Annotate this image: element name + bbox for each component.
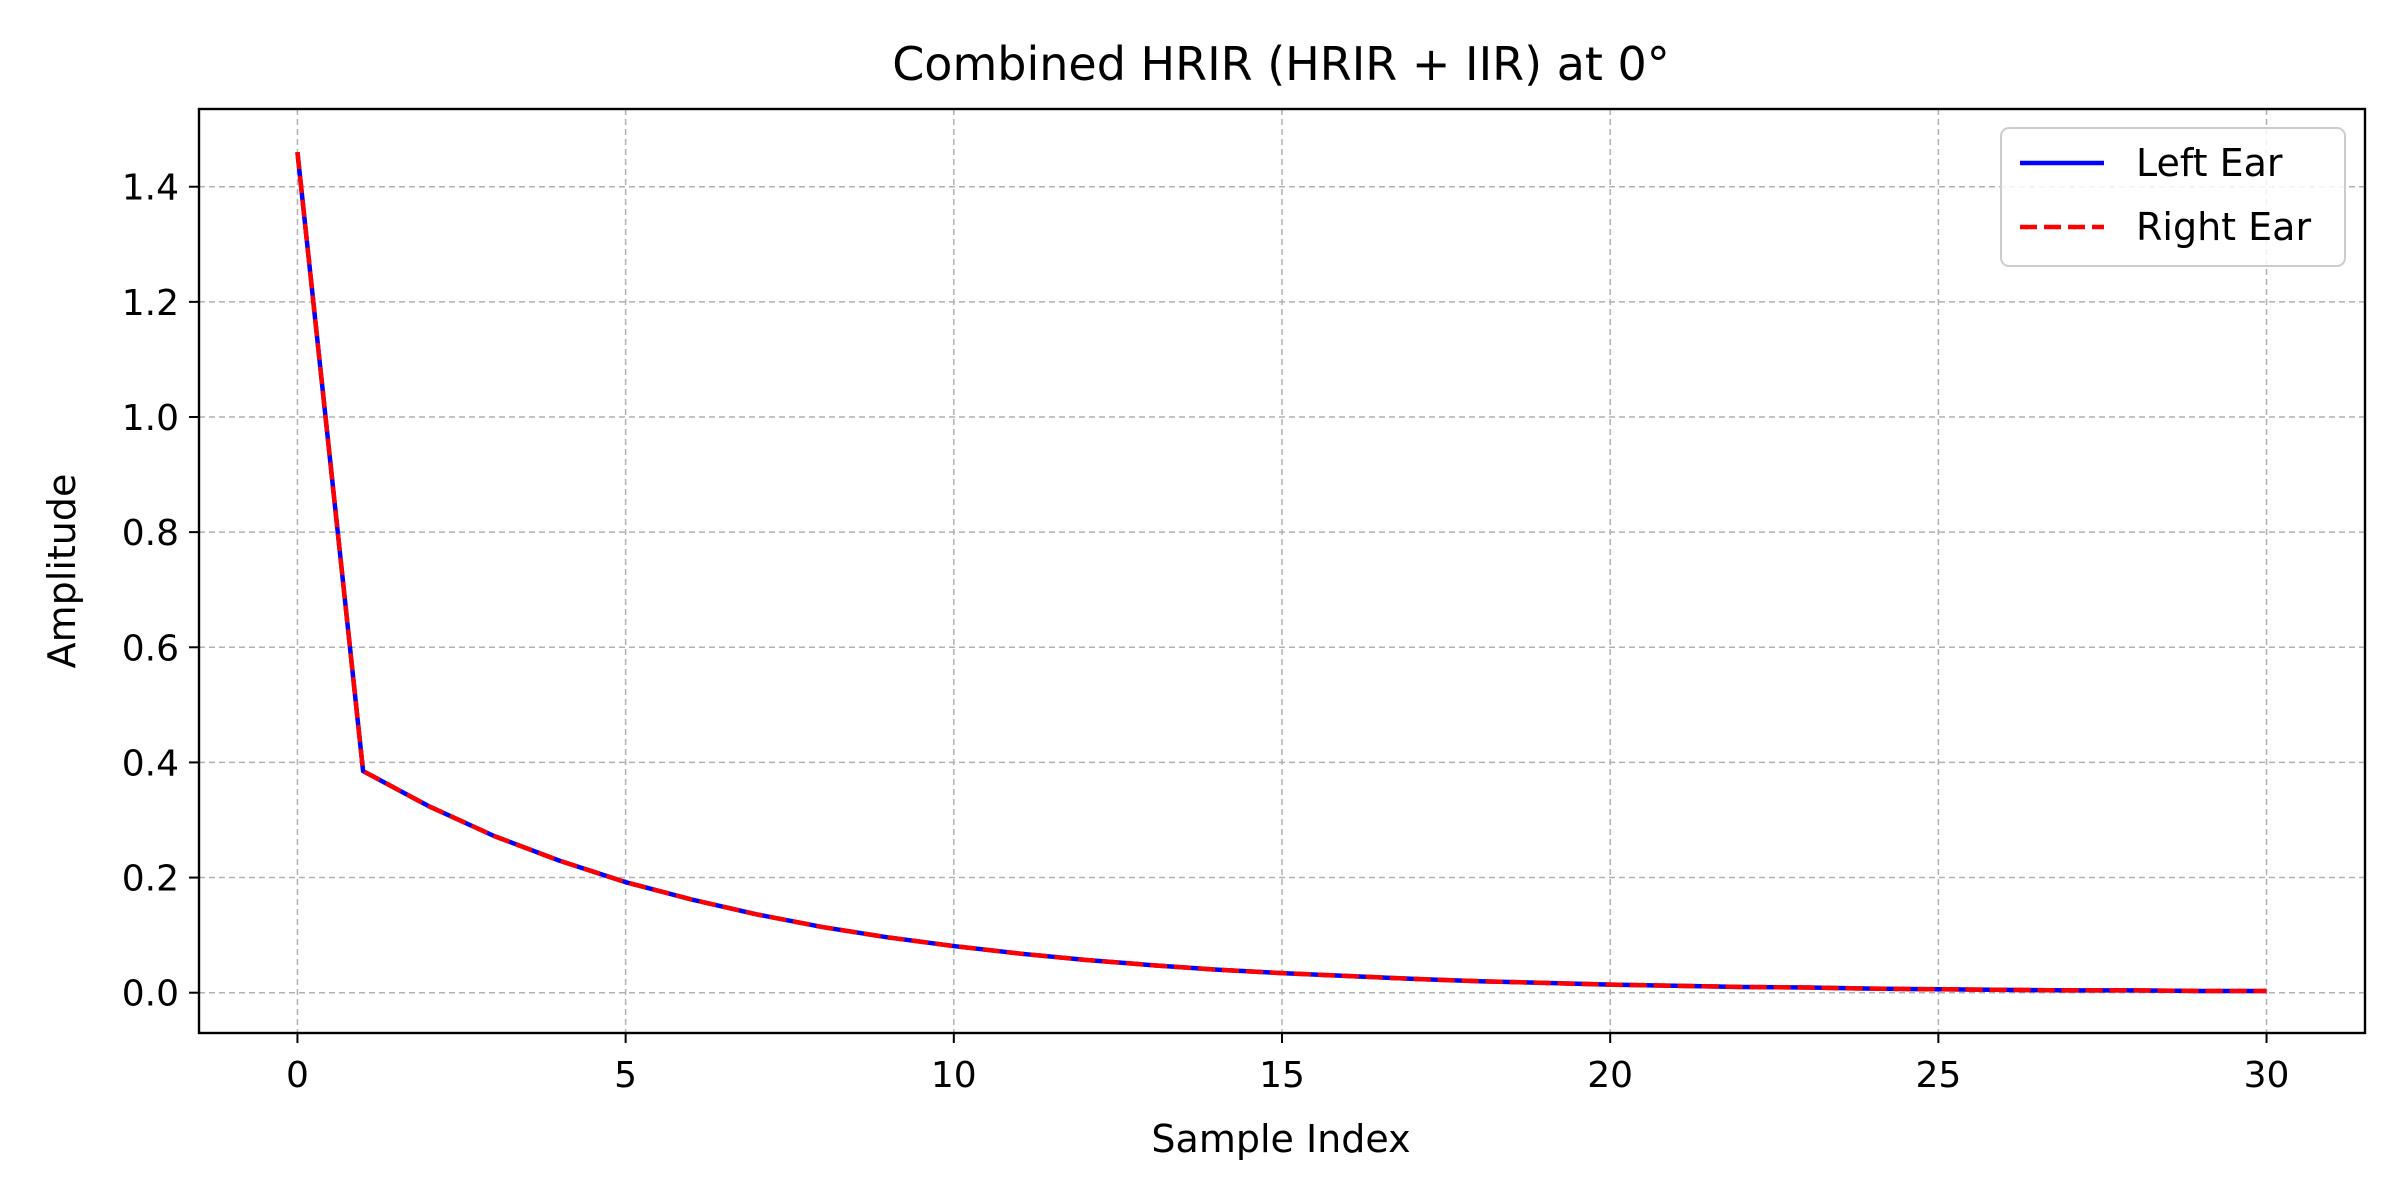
x-tick-label: 15	[1259, 1055, 1305, 1096]
x-axis-ticks: 0 5 10 15 20 25 30	[286, 1033, 2289, 1096]
chart-title: Combined HRIR (HRIR + IIR) at 0°	[892, 37, 1670, 91]
x-tick-label: 5	[614, 1055, 637, 1096]
y-tick-label: 1.4	[122, 168, 179, 209]
x-axis-label: Sample Index	[1151, 1117, 1410, 1161]
y-tick-label: 0.8	[122, 513, 179, 554]
y-tick-label: 0.4	[122, 743, 179, 784]
x-tick-label: 30	[2244, 1055, 2290, 1096]
x-tick-label: 0	[286, 1055, 309, 1096]
y-tick-label: 0.6	[122, 628, 179, 669]
legend: Left Ear Right Ear	[2000, 127, 2346, 267]
series-line-right-ear	[295, 151, 2267, 994]
y-axis-ticks: 0.0 0.2 0.4 0.6 0.8 1.0 1.2 1.4	[122, 168, 199, 1015]
x-tick-label: 10	[931, 1055, 977, 1096]
grid	[199, 109, 2365, 1033]
x-tick-label: 20	[1587, 1055, 1633, 1096]
legend-label-right-ear: Right Ear	[2136, 205, 2311, 249]
y-axis-label: Amplitude	[40, 474, 84, 669]
x-tick-label: 25	[1915, 1055, 1961, 1096]
legend-label-left-ear: Left Ear	[2136, 141, 2283, 185]
y-tick-label: 1.0	[122, 398, 179, 439]
y-tick-label: 0.0	[122, 974, 179, 1015]
y-tick-label: 0.2	[122, 859, 179, 900]
y-tick-label: 1.2	[122, 283, 179, 324]
series-lines	[295, 151, 2267, 994]
